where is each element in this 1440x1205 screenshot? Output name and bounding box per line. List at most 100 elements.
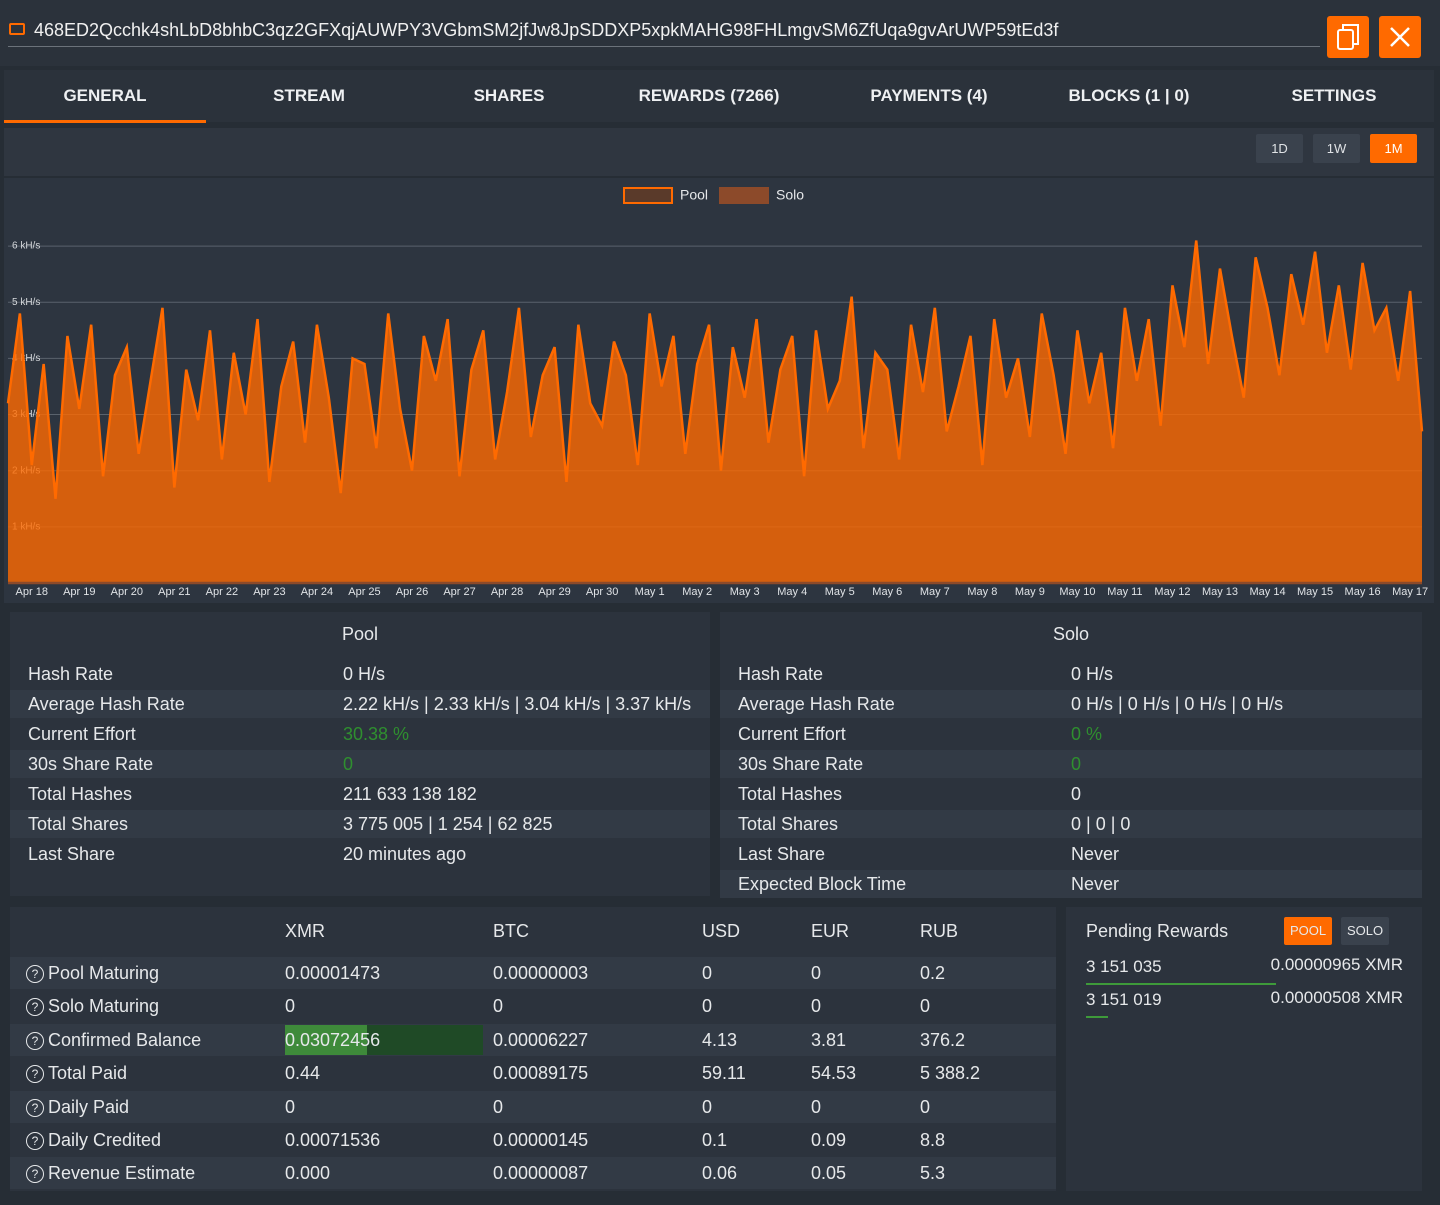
balance-value: 0.00000003 bbox=[493, 963, 589, 983]
block-height: 3 151 035 bbox=[1086, 957, 1162, 976]
column-header: BTC bbox=[493, 921, 529, 941]
range-bar: 1D 1W 1M bbox=[4, 128, 1434, 176]
x-tick-label: May 17 bbox=[1392, 586, 1428, 598]
tab[interactable]: STREAM bbox=[273, 86, 345, 105]
stat-value: 0 bbox=[343, 754, 354, 774]
row-label: Daily Credited bbox=[48, 1130, 162, 1150]
balance-value: 8.8 bbox=[920, 1130, 946, 1150]
balance-value: 0 bbox=[811, 1096, 822, 1117]
row-label: Daily Paid bbox=[48, 1096, 130, 1117]
row-label-wrap: ? Confirmed Balance bbox=[26, 1024, 201, 1056]
range-button[interactable]: 1W bbox=[1313, 134, 1360, 163]
stat-row: Current Effort 30.38 % bbox=[10, 720, 710, 748]
solo-stats: Solo Hash Rate 0 H/s Average Hash Rate 0 H/s… bbox=[720, 612, 1422, 898]
balance-row: ? Solo Maturing 0 0 0 0 0 bbox=[10, 990, 1056, 1023]
help-icon[interactable]: ? bbox=[26, 1065, 44, 1084]
pool-stats: Pool Hash Rate 0 H/s Average Hash Rate 2.22 … bbox=[10, 612, 710, 896]
range-button[interactable]: 1D bbox=[1256, 134, 1303, 163]
legend-swatch bbox=[623, 187, 673, 204]
x-tick-label: May 8 bbox=[967, 586, 997, 598]
help-icon[interactable]: ? bbox=[26, 1098, 44, 1117]
tab-bar: GENERAL STREAM SHARES REWARDS (7266) PAYMENT… bbox=[4, 70, 1434, 123]
x-tick-label: Apr 18 bbox=[16, 586, 48, 598]
line bbox=[6, 240, 1424, 499]
x-tick-label: Apr 19 bbox=[63, 586, 95, 598]
range-button[interactable]: 1M bbox=[1370, 134, 1417, 163]
balance-value: 0.03072456 bbox=[285, 1029, 381, 1050]
tab[interactable]: PAYMENTS (4) bbox=[870, 86, 988, 105]
row-label: Confirmed Balance bbox=[48, 1029, 202, 1050]
balance-value: 0.09 bbox=[811, 1130, 847, 1150]
x-tick-label: Apr 22 bbox=[206, 586, 238, 598]
row-label: Revenue Estimate bbox=[48, 1163, 196, 1184]
stat-label: Total Shares bbox=[738, 814, 839, 834]
panel-title: Pending Rewards bbox=[1086, 921, 1229, 941]
close-button[interactable] bbox=[1379, 16, 1421, 58]
stat-row: Total Hashes 0 bbox=[720, 780, 1422, 808]
x-tick-label: May 6 bbox=[872, 586, 902, 598]
reward-amount: 0.00000965 XMR bbox=[1270, 955, 1403, 974]
panel-title: Solo bbox=[1052, 624, 1090, 644]
stat-row: 30s Share Rate 0 bbox=[10, 750, 710, 778]
stat-value: 2.22 kH/s | 2.33 kH/s | 3.04 kH/s | 3.37… bbox=[343, 694, 692, 714]
row-label-wrap: ? Revenue Estimate bbox=[26, 1157, 195, 1189]
help-icon[interactable]: ? bbox=[26, 1165, 44, 1184]
column-header: RUB bbox=[920, 921, 959, 941]
help-icon[interactable]: ? bbox=[26, 1132, 44, 1150]
copy-button[interactable] bbox=[1327, 16, 1369, 58]
row-label-wrap: ? Solo Maturing bbox=[26, 990, 159, 1022]
balance-value: 5.3 bbox=[920, 1163, 946, 1184]
x-tick-label: May 5 bbox=[825, 586, 855, 598]
stat-value: 3 775 005 | 1 254 | 62 825 bbox=[343, 814, 553, 834]
tab[interactable]: BLOCKS (1 | 0) bbox=[1068, 86, 1190, 105]
balance-value: 376.2 bbox=[920, 1029, 966, 1050]
balance-value: 0.000 bbox=[285, 1163, 331, 1184]
wallet-icon bbox=[9, 23, 25, 35]
balance-row: ? Confirmed Balance 0.03072456 0.00006227 4.… bbox=[10, 1023, 1056, 1056]
close-icon bbox=[1390, 27, 1410, 47]
row-label: Solo Maturing bbox=[48, 996, 160, 1017]
row-label-wrap: ? Daily Paid bbox=[26, 1091, 129, 1123]
balance-row: ? Total Paid 0.44 0.00089175 59.11 54.53 5 388… bbox=[10, 1057, 1056, 1090]
balance-value: 0 bbox=[702, 963, 713, 983]
balance-value: 0.05 bbox=[811, 1163, 847, 1184]
stat-row: Current Effort 0 % bbox=[720, 720, 1422, 748]
stat-label: Last Share bbox=[28, 844, 116, 864]
column-header: EUR bbox=[811, 921, 850, 941]
tab[interactable]: SETTINGS bbox=[1291, 86, 1377, 105]
balance-value: 0 bbox=[811, 996, 822, 1017]
stat-value: Never bbox=[1071, 844, 1120, 864]
legend-label: Solo bbox=[776, 187, 804, 203]
balance-value: 0 bbox=[493, 1096, 504, 1117]
help-icon[interactable]: ? bbox=[26, 965, 44, 983]
stat-row: Total Shares 3 775 005 | 1 254 | 62 825 bbox=[10, 810, 710, 838]
copy-icon bbox=[1337, 24, 1359, 50]
x-tick-label: Apr 28 bbox=[491, 586, 523, 598]
x-tick-label: Apr 25 bbox=[348, 586, 380, 598]
x-tick-label: Apr 30 bbox=[586, 586, 618, 598]
balance-value: 59.11 bbox=[702, 1063, 746, 1084]
block-height: 3 151 019 bbox=[1086, 990, 1162, 1009]
x-tick-label: May 7 bbox=[920, 586, 950, 598]
x-tick-label: May 3 bbox=[730, 586, 760, 598]
tab[interactable]: SHARES bbox=[473, 86, 545, 105]
progress-fill bbox=[285, 1024, 367, 1055]
balance-value: 5 388.2 bbox=[920, 1063, 981, 1084]
legend-label: Pool bbox=[680, 187, 708, 203]
help-icon[interactable]: ? bbox=[26, 1031, 44, 1050]
balance-value: 0.00006227 bbox=[493, 1029, 589, 1050]
stat-label: 30s Share Rate bbox=[28, 754, 154, 774]
help-icon[interactable]: ? bbox=[26, 998, 44, 1017]
x-tick-label: Apr 21 bbox=[158, 586, 190, 598]
x-tick-label: May 11 bbox=[1107, 586, 1142, 598]
tab[interactable]: GENERAL bbox=[4, 70, 206, 123]
progress-line bbox=[1086, 983, 1276, 985]
tab[interactable]: REWARDS (7266) bbox=[638, 86, 780, 105]
x-tick-label: May 12 bbox=[1154, 586, 1190, 598]
stat-row: Total Hashes 211 633 138 182 bbox=[10, 780, 710, 808]
toggle-button[interactable]: SOLO bbox=[1341, 917, 1389, 945]
x-tick-label: May 2 bbox=[682, 586, 712, 598]
stat-row: Average Hash Rate 0 H/s | 0 H/s | 0 H/s |… bbox=[720, 690, 1422, 718]
toggle-button[interactable]: POOL bbox=[1284, 917, 1332, 945]
